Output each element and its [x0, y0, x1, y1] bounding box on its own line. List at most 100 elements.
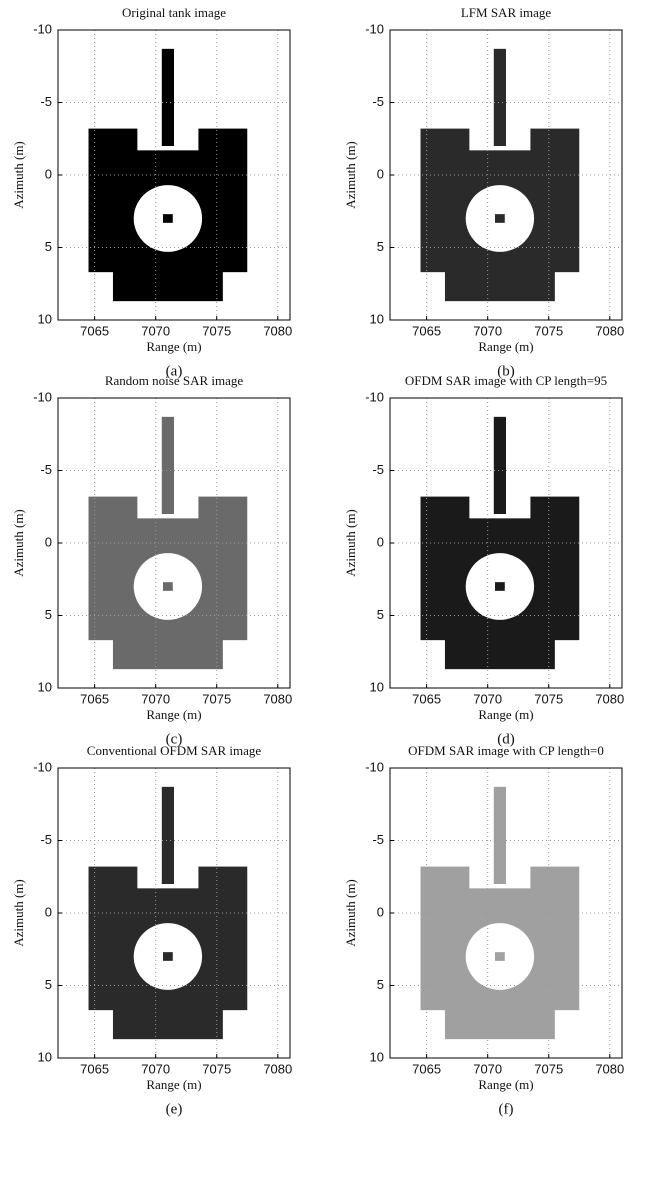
- x-axis-label: Range (m): [146, 1077, 201, 1092]
- x-tick-label: 7080: [263, 323, 292, 338]
- tank-dot: [163, 214, 173, 223]
- y-tick-label: -10: [365, 389, 384, 404]
- panel: 7065 7070 7075 7080 -10 -5 0 5 10 OFDM SAR image …: [343, 743, 624, 1117]
- x-axis-label: Range (m): [478, 339, 533, 354]
- tank-dot: [495, 952, 505, 961]
- x-tick-label: 7065: [412, 323, 441, 338]
- axes-frame: [389, 29, 623, 321]
- x-tick-label: 7080: [595, 1061, 624, 1076]
- y-tick-label: 5: [377, 977, 384, 992]
- y-tick-label: 0: [45, 904, 52, 919]
- x-axis-label: Range (m): [146, 339, 201, 354]
- y-tick-label: -5: [40, 462, 52, 477]
- axes-frame: [57, 767, 291, 1059]
- y-axis-label: Azimuth (m): [343, 509, 358, 577]
- x-tick-label: 7075: [202, 323, 231, 338]
- chart-title: Original tank image: [122, 5, 226, 20]
- y-tick-label: 5: [45, 239, 52, 254]
- x-tick-label: 7075: [534, 323, 563, 338]
- axes-frame: [389, 397, 623, 689]
- panel: 7065 7070 7075 7080 -10 -5 0 5 10 LFM SAR image Ra…: [343, 5, 624, 379]
- caption: (d): [497, 731, 515, 747]
- y-tick-label: 0: [377, 534, 384, 549]
- x-tick-label: 7070: [473, 323, 502, 338]
- axes-frame: [389, 767, 623, 1059]
- panel: 7065 7070 7075 7080 -10 -5 0 5 10 Conventional OF…: [11, 743, 292, 1117]
- y-tick-label: 5: [377, 607, 384, 622]
- x-tick-label: 7065: [80, 691, 109, 706]
- panel: 7065 7070 7075 7080 -10 -5 0 5 10 OFDM SAR image …: [343, 373, 624, 747]
- tank-dot: [163, 952, 173, 961]
- x-axis-label: Range (m): [146, 707, 201, 722]
- x-tick-label: 7075: [534, 1061, 563, 1076]
- x-tick-label: 7070: [141, 691, 170, 706]
- tank-part: [493, 48, 506, 146]
- chart-title: Random noise SAR image: [105, 373, 244, 388]
- caption: (b): [497, 363, 515, 379]
- y-axis-label: Azimuth (m): [11, 879, 26, 947]
- x-tick-label: 7065: [412, 691, 441, 706]
- y-axis-label: Azimuth (m): [11, 141, 26, 209]
- caption: (c): [166, 731, 183, 747]
- y-axis-label: Azimuth (m): [343, 141, 358, 209]
- y-tick-label: 10: [370, 311, 384, 326]
- y-tick-label: 0: [377, 904, 384, 919]
- y-tick-label: -10: [365, 21, 384, 36]
- tank-part: [161, 48, 174, 146]
- x-tick-label: 7070: [141, 1061, 170, 1076]
- tank-part: [161, 416, 174, 514]
- y-tick-label: -5: [372, 94, 384, 109]
- y-tick-label: 5: [377, 239, 384, 254]
- y-tick-label: 0: [45, 166, 52, 181]
- caption: (a): [166, 363, 183, 379]
- x-tick-label: 7075: [202, 691, 231, 706]
- x-tick-label: 7070: [141, 323, 170, 338]
- y-tick-label: 5: [45, 977, 52, 992]
- y-tick-label: -10: [33, 759, 52, 774]
- x-tick-label: 7070: [473, 691, 502, 706]
- y-tick-label: -10: [33, 21, 52, 36]
- y-tick-label: -10: [33, 389, 52, 404]
- x-tick-label: 7070: [473, 1061, 502, 1076]
- panel: 7065 7070 7075 7080 -10 -5 0 5 10 Original tank i…: [11, 5, 292, 379]
- y-tick-label: 10: [370, 1049, 384, 1064]
- x-tick-label: 7080: [595, 323, 624, 338]
- chart-title: OFDM SAR image with CP length=0: [408, 743, 604, 758]
- x-tick-label: 7065: [80, 323, 109, 338]
- tank-dot: [163, 582, 173, 591]
- y-tick-label: -5: [40, 832, 52, 847]
- y-tick-label: 0: [377, 166, 384, 181]
- tank-part: [161, 786, 174, 884]
- tank-dot: [495, 214, 505, 223]
- tank-part: [493, 786, 506, 884]
- x-tick-label: 7065: [412, 1061, 441, 1076]
- tank-dot: [495, 582, 505, 591]
- x-tick-label: 7080: [595, 691, 624, 706]
- y-tick-label: -10: [365, 759, 384, 774]
- x-tick-label: 7080: [263, 1061, 292, 1076]
- y-tick-label: 10: [38, 311, 52, 326]
- y-axis-label: Azimuth (m): [11, 509, 26, 577]
- y-tick-label: 0: [45, 534, 52, 549]
- y-tick-label: 10: [370, 679, 384, 694]
- y-tick-label: 10: [38, 679, 52, 694]
- y-tick-label: 5: [45, 607, 52, 622]
- x-tick-label: 7075: [202, 1061, 231, 1076]
- chart-title: OFDM SAR image with CP length=95: [405, 373, 607, 388]
- caption: (e): [166, 1101, 183, 1117]
- x-tick-label: 7075: [534, 691, 563, 706]
- panel: 7065 7070 7075 7080 -10 -5 0 5 10 Random noise SA…: [11, 373, 292, 747]
- caption: (f): [499, 1101, 514, 1117]
- y-tick-label: -5: [372, 462, 384, 477]
- x-tick-label: 7065: [80, 1061, 109, 1076]
- x-axis-label: Range (m): [478, 707, 533, 722]
- tank-part: [493, 416, 506, 514]
- y-tick-label: 10: [38, 1049, 52, 1064]
- axes-frame: [57, 29, 291, 321]
- chart-title: LFM SAR image: [461, 5, 552, 20]
- x-axis-label: Range (m): [478, 1077, 533, 1092]
- chart-title: Conventional OFDM SAR image: [87, 743, 262, 758]
- y-tick-label: -5: [40, 94, 52, 109]
- axes-frame: [57, 397, 291, 689]
